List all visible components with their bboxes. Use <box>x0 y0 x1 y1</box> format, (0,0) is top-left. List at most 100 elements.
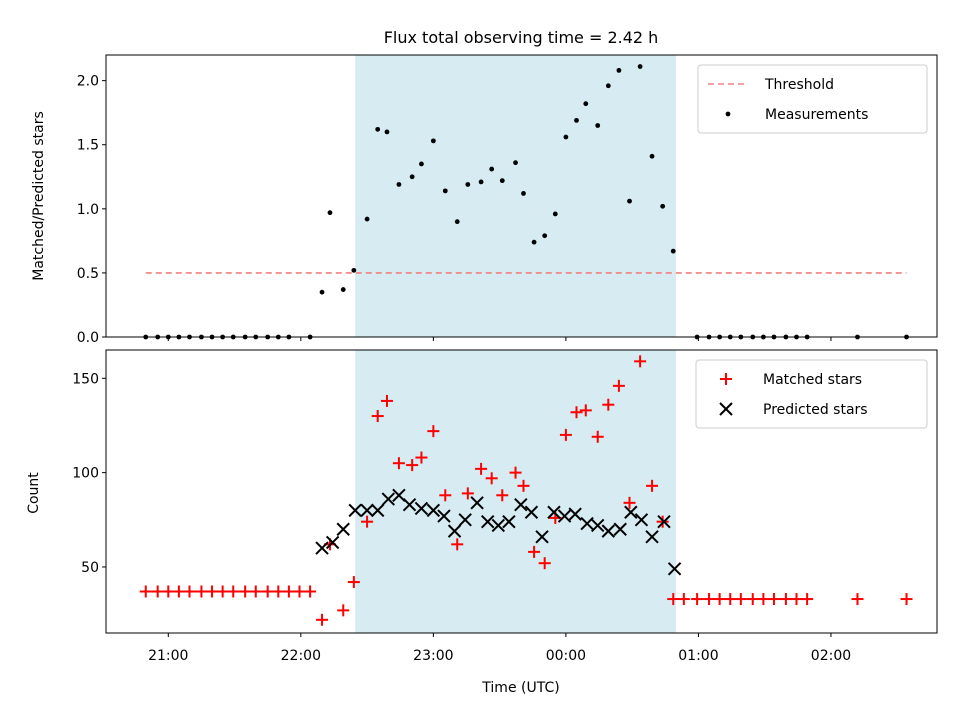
measurement-point <box>605 83 611 89</box>
matched-star-point <box>734 593 747 606</box>
measurement-points <box>143 64 909 340</box>
y-axis-label: Count <box>26 472 42 514</box>
matched-star-point <box>282 585 295 598</box>
legend-box <box>697 64 928 134</box>
legend-measurements-swatch <box>725 111 731 117</box>
measurement-point <box>375 126 381 132</box>
x-tick-label: 23:00 <box>413 648 453 664</box>
matched-star-point <box>538 557 551 570</box>
measurement-point <box>384 129 390 135</box>
measurement-point <box>670 248 676 254</box>
matched-star-point <box>602 398 615 411</box>
x-axis-label: Time (UTC) <box>481 680 559 696</box>
predicted-star-point <box>547 505 561 519</box>
matched-star-point <box>451 538 464 551</box>
shaded-observing-window <box>355 55 676 337</box>
measurement-point <box>340 287 346 292</box>
measurement-point <box>595 123 601 128</box>
predicted-star-point <box>613 522 627 536</box>
legend-matched-swatch <box>720 373 732 385</box>
measurement-point <box>351 267 357 273</box>
legend: Threshold Measurements <box>697 64 928 134</box>
matched-star-point <box>316 613 329 626</box>
measurement-point <box>513 160 518 166</box>
legend-predicted-swatch <box>719 402 733 416</box>
legend-box <box>695 359 928 429</box>
measurement-point <box>627 198 632 204</box>
matched-star-point <box>406 459 419 472</box>
matched-star-point <box>151 585 164 598</box>
legend-threshold-label: Threshold <box>764 77 834 93</box>
measurement-point <box>419 161 424 167</box>
measurement-point <box>499 178 505 184</box>
matched-star-point <box>206 585 219 598</box>
predicted-star-point <box>634 513 649 527</box>
matched-star-point <box>496 489 509 502</box>
y-tick-label: 2.0 <box>77 74 99 90</box>
predicted-star-point <box>381 492 396 506</box>
matched-star-point <box>216 585 229 598</box>
matched-star-point <box>634 355 647 368</box>
measurement-point <box>542 233 548 239</box>
measurement-point <box>660 203 666 209</box>
predicted-star-point <box>645 530 659 544</box>
matched-star-point <box>767 593 780 606</box>
predicted-star-point <box>580 516 594 531</box>
predicted-star-point <box>315 541 329 555</box>
predicted-star-point <box>370 503 385 518</box>
measurement-point <box>396 182 402 187</box>
plot-frame <box>105 349 938 634</box>
matched-star-point <box>517 479 530 492</box>
x-tick-label: 21:00 <box>148 648 188 664</box>
matched-star-point <box>239 585 252 598</box>
measurement-point <box>478 179 484 185</box>
matched-star-point <box>703 593 716 606</box>
matched-star-point <box>779 593 792 606</box>
matched-star-point <box>691 593 704 606</box>
matched-star-point <box>591 430 604 443</box>
measurement-point <box>442 188 448 194</box>
matched-star-point <box>667 593 680 606</box>
y-tick-label: 0.0 <box>77 330 99 346</box>
matched-star-point <box>801 593 814 606</box>
matched-star-point <box>337 604 350 617</box>
x-tick-label: 02:00 <box>811 648 851 664</box>
y-tick-label: 1.0 <box>77 202 99 218</box>
predicted-star-point <box>470 496 484 510</box>
measurement-point <box>563 134 569 140</box>
predicted-star-point <box>447 524 462 538</box>
chart-title: Flux total observing time = 2.42 h <box>384 28 659 47</box>
predicted-star-point <box>458 513 472 527</box>
predicted-star-point <box>657 514 671 529</box>
y-tick-label: 150 <box>72 371 99 387</box>
matched-star-point <box>746 593 759 606</box>
predicted-star-point <box>624 505 638 519</box>
y-tick-label: 1.5 <box>77 138 99 154</box>
matched-star-point <box>415 451 428 464</box>
matched-star-point <box>559 428 572 441</box>
matched-star-point <box>790 593 803 606</box>
predicted-star-point <box>601 524 616 538</box>
matched-star-point <box>579 404 592 417</box>
x-tick-label: 22:00 <box>281 648 321 664</box>
measurement-point <box>583 101 589 107</box>
measurement-point <box>319 289 325 295</box>
measurement-point <box>454 219 460 225</box>
predicted-star-point <box>557 509 572 523</box>
matched-star-point <box>623 496 636 509</box>
shaded-observing-window <box>355 350 676 633</box>
predicted-star-point <box>502 514 516 529</box>
predicted-star-point <box>667 562 682 576</box>
plot-frame <box>105 54 938 338</box>
matched-star-point <box>570 406 583 419</box>
measurement-point <box>574 117 579 123</box>
matched-star-point <box>439 489 452 502</box>
x-axis-ticks: 21:00 22:00 23:00 00:00 01:00 02:00 <box>148 633 851 664</box>
matched-star-point <box>380 394 393 407</box>
matched-star-point <box>261 585 274 598</box>
predicted-star-point <box>360 503 374 518</box>
matched-star-point <box>757 593 770 606</box>
predicted-star-point <box>437 509 451 523</box>
measurement-point <box>489 166 495 172</box>
measurement-point <box>364 216 370 222</box>
